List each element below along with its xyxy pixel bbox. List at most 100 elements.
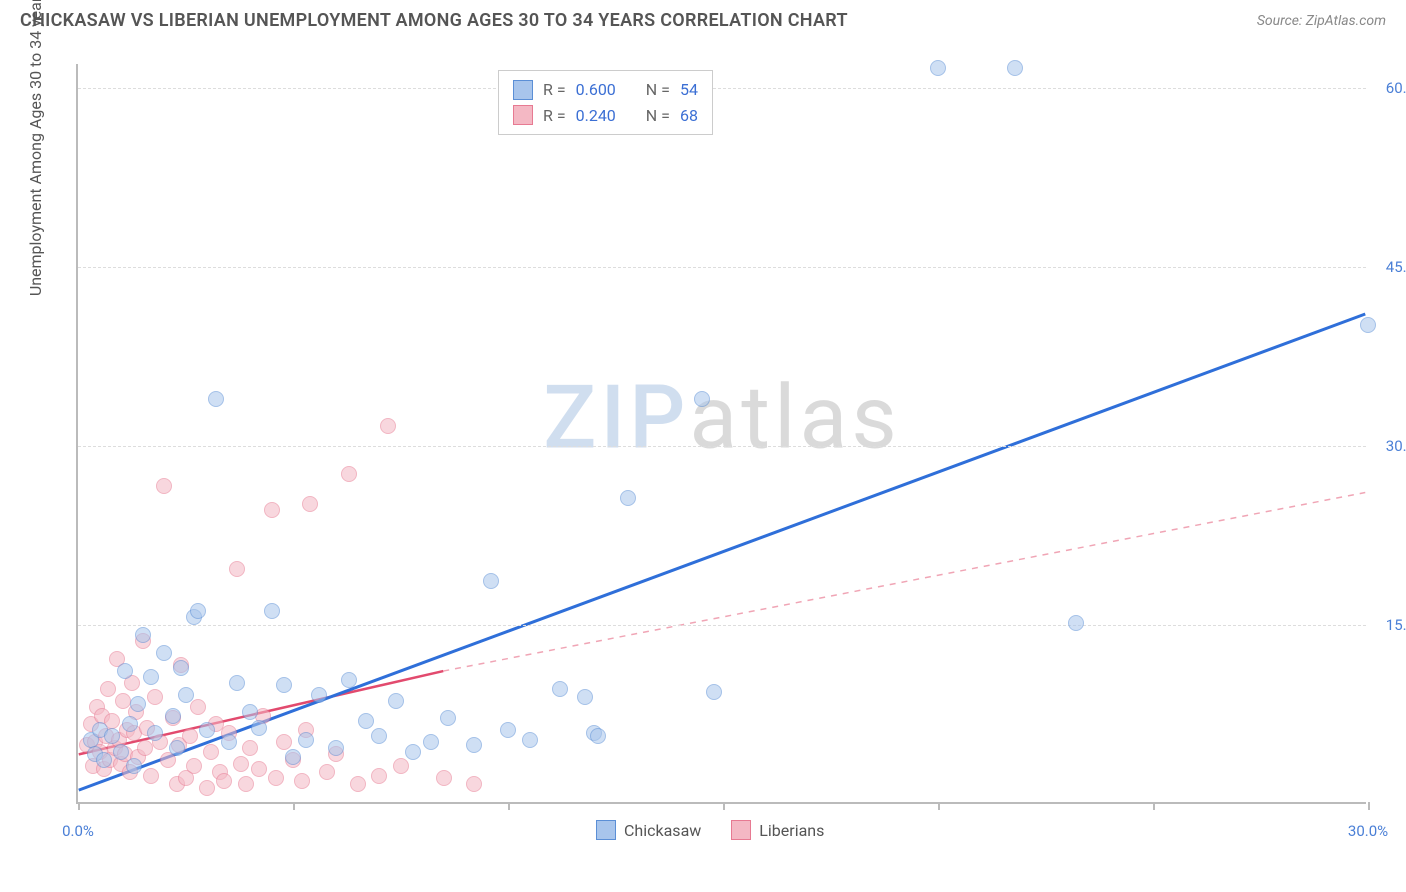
legend-row-chickasaw: R = 0.600 N = 54 [513,77,698,103]
point-chickasaw [285,749,301,765]
r-label-1: R = [543,77,566,103]
n-label-2: N = [646,103,670,129]
y-tick-label: 45.0% [1386,258,1406,276]
gridline-h [78,88,1366,89]
point-chickasaw [694,391,710,407]
source-attribution: Source: ZipAtlas.com [1257,13,1386,29]
point-liberians [436,770,452,786]
plot-area: ZIPatlas R = 0.600 N = 54 R = 0.240 N = … [76,64,1366,804]
x-tick [1153,802,1155,810]
point-liberians [393,758,409,774]
point-chickasaw [190,603,206,619]
gridline-h [78,625,1366,626]
r-value-1: 0.600 [576,77,616,103]
point-chickasaw [405,744,421,760]
point-liberians [199,780,215,796]
point-chickasaw [552,681,568,697]
watermark-atlas: atlas [689,367,900,470]
point-liberians [147,689,163,705]
correlation-legend: R = 0.600 N = 54 R = 0.240 N = 68 [498,70,713,135]
r-value-2: 0.240 [576,103,616,129]
source-prefix: Source: [1257,13,1306,29]
point-chickasaw [466,737,482,753]
point-chickasaw [143,669,159,685]
point-chickasaw [130,696,146,712]
point-chickasaw [341,672,357,688]
swatch-chickasaw-b [596,820,616,840]
point-chickasaw [1068,615,1084,631]
point-chickasaw [620,490,636,506]
chart-header: CHICKASAW VS LIBERIAN UNEMPLOYMENT AMONG… [0,0,1406,39]
point-liberians [143,768,159,784]
source-link[interactable]: ZipAtlas.com [1306,13,1386,29]
x-tick [508,802,510,810]
point-chickasaw [577,689,593,705]
chart-title: CHICKASAW VS LIBERIAN UNEMPLOYMENT AMONG… [20,10,848,31]
point-chickasaw [208,391,224,407]
point-chickasaw [229,675,245,691]
n-value-1: 54 [680,77,698,103]
point-chickasaw [126,758,142,774]
swatch-liberians [513,105,533,125]
point-liberians [216,773,232,789]
point-chickasaw [199,722,215,738]
point-liberians [203,744,219,760]
point-chickasaw [169,740,185,756]
y-tick-label: 15.0% [1386,616,1406,634]
legend-item-liberians: Liberians [731,820,824,840]
point-chickasaw [298,732,314,748]
point-liberians [137,740,153,756]
point-liberians [156,478,172,494]
y-tick-label: 60.0% [1386,79,1406,97]
point-chickasaw [706,684,722,700]
point-liberians [466,776,482,792]
x-tick [1368,802,1370,810]
point-chickasaw [328,740,344,756]
point-chickasaw [165,708,181,724]
point-liberians [233,756,249,772]
x-tick-label: 30.0% [1348,822,1388,840]
x-tick-label: 0.0% [62,822,94,840]
legend-label-liberians: Liberians [759,821,824,840]
point-liberians [229,561,245,577]
point-liberians [186,758,202,774]
x-tick [938,802,940,810]
point-chickasaw [147,725,163,741]
point-liberians [251,761,267,777]
point-chickasaw [264,603,280,619]
point-chickasaw [423,734,439,750]
r-label-2: R = [543,103,566,129]
point-chickasaw [251,720,267,736]
point-chickasaw [522,732,538,748]
point-chickasaw [500,722,516,738]
swatch-liberians-b [731,820,751,840]
n-label-1: N = [646,77,670,103]
point-chickasaw [311,687,327,703]
point-liberians [264,502,280,518]
gridline-h [78,267,1366,268]
point-liberians [190,699,206,715]
gridline-h [78,446,1366,447]
point-chickasaw [388,693,404,709]
point-chickasaw [358,713,374,729]
legend-label-chickasaw: Chickasaw [624,821,701,840]
point-chickasaw [242,704,258,720]
point-chickasaw [483,573,499,589]
point-chickasaw [104,728,120,744]
y-axis-label: Unemployment Among Ages 30 to 34 years [26,0,45,296]
watermark: ZIPatlas [543,367,901,470]
point-liberians [238,776,254,792]
point-chickasaw [156,645,172,661]
y-tick-label: 30.0% [1386,437,1406,455]
series-legend: Chickasaw Liberians [596,820,824,840]
point-chickasaw [1360,317,1376,333]
x-tick [723,802,725,810]
point-liberians [350,776,366,792]
x-tick [78,802,80,810]
point-liberians [380,418,396,434]
n-value-2: 68 [680,103,698,129]
point-chickasaw [371,728,387,744]
point-liberians [341,466,357,482]
point-liberians [302,496,318,512]
point-liberians [182,728,198,744]
